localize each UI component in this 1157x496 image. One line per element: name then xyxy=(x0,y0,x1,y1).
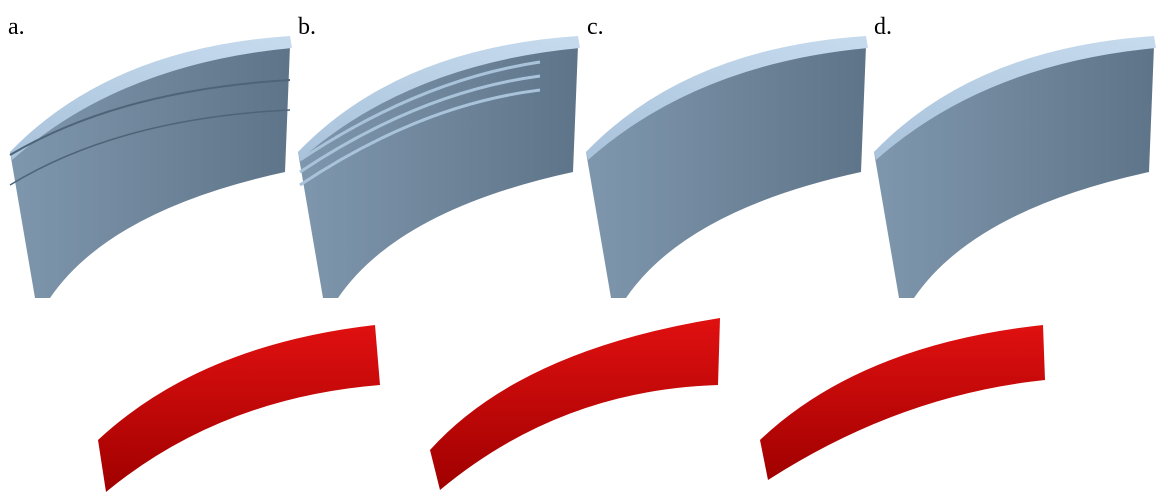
panel-label: c. xyxy=(587,14,604,40)
panel-label: d. xyxy=(874,14,892,40)
panel-label: b. xyxy=(298,14,316,40)
figure: a. b. c. d. xyxy=(0,0,1157,496)
red-shapes xyxy=(98,318,1045,492)
panel-a xyxy=(10,36,292,298)
panel-c xyxy=(586,36,868,298)
panel-b xyxy=(298,36,580,298)
panel-label: a. xyxy=(8,14,25,40)
panel-d xyxy=(874,36,1156,298)
